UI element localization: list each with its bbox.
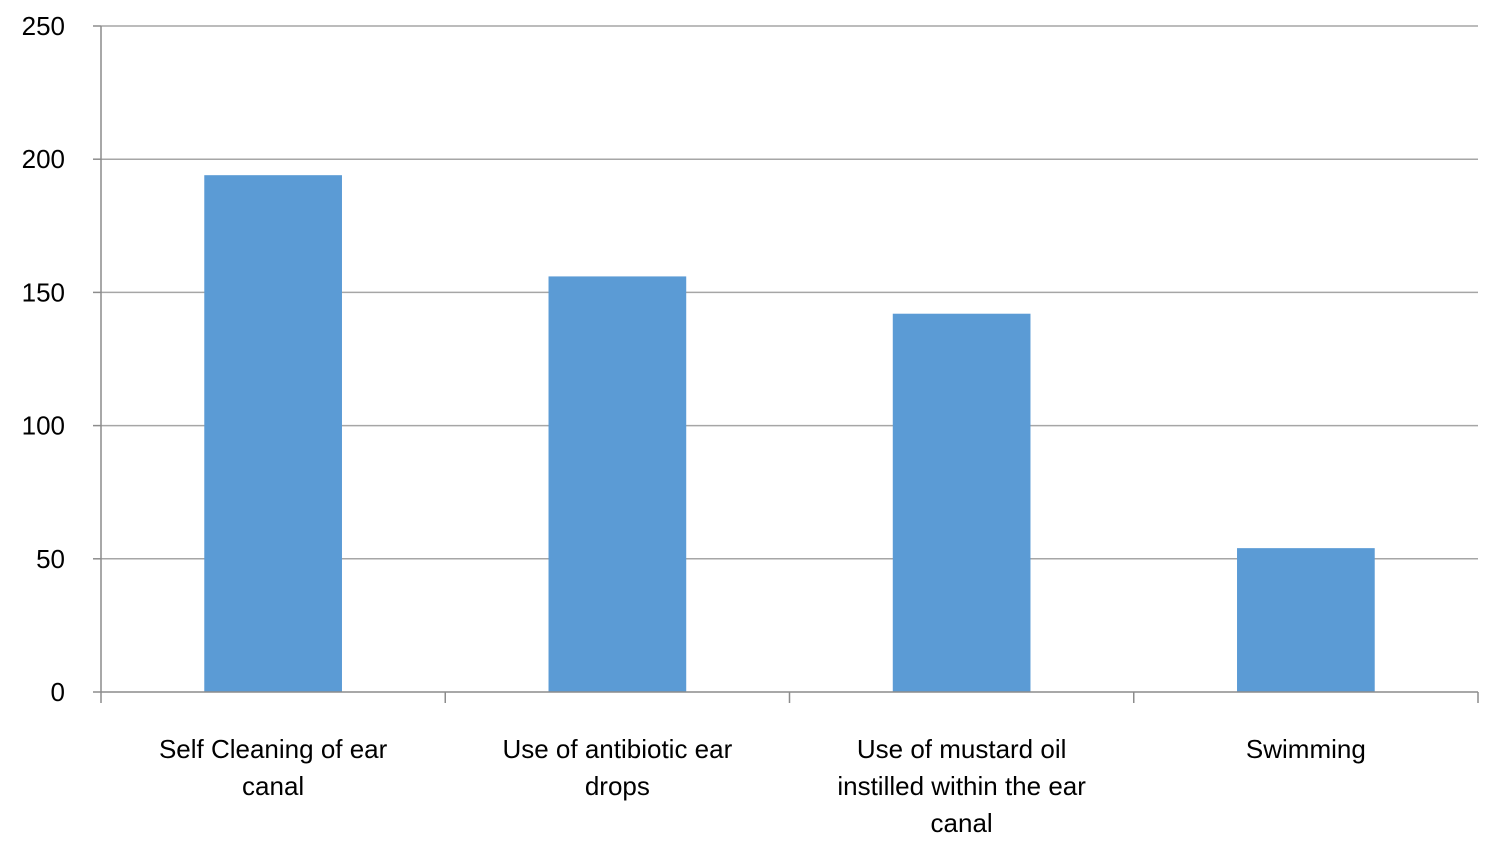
axes [93, 25, 1479, 703]
y-tick-label: 200 [22, 144, 65, 174]
x-category-label-line: canal [242, 771, 304, 801]
x-category-label-line: instilled within the ear [837, 771, 1086, 801]
bar [892, 313, 1031, 692]
x-category-label: Use of mustard oil instilled within the e… [837, 734, 1086, 838]
y-tick-label: 150 [22, 277, 65, 307]
bar [204, 175, 342, 692]
bars [204, 175, 1375, 692]
bar [1237, 548, 1375, 692]
x-category-label-line: Self Cleaning of ear [159, 734, 388, 764]
x-category-label-line: Use of mustard oil [857, 734, 1067, 764]
bar [548, 276, 687, 692]
x-category-label: Use of antibiotic ear drops [502, 734, 732, 801]
x-category-label: Swimming [1246, 734, 1366, 764]
x-category-label-line: Swimming [1246, 734, 1366, 764]
labels: 0 50 100 150 200 250 Self Cleaning of ear canal… [22, 11, 1366, 838]
x-category-label-line: canal [931, 808, 993, 838]
y-tick-label: 50 [36, 544, 65, 574]
y-tick-label: 250 [22, 11, 65, 41]
x-category-label-line: drops [585, 771, 650, 801]
x-category-label: Self Cleaning of ear canal [159, 734, 388, 801]
y-tick-label: 0 [51, 677, 65, 707]
x-category-label-line: Use of antibiotic ear [502, 734, 732, 764]
y-tick-label: 100 [22, 411, 65, 441]
